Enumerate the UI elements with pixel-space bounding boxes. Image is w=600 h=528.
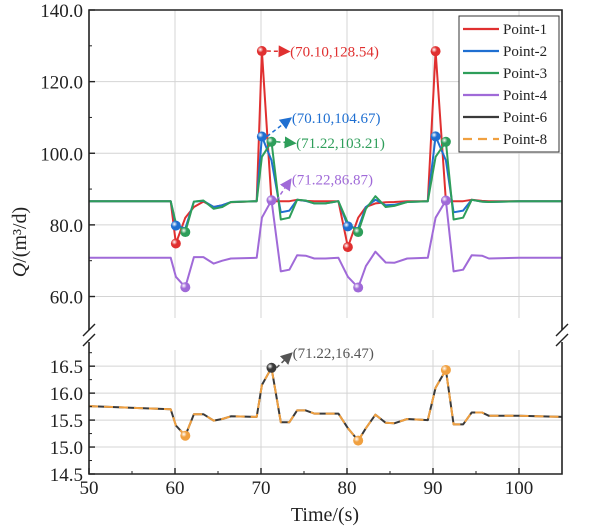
legend-label: Point-2 — [503, 44, 547, 60]
y-tick-label: 16.5 — [50, 357, 83, 378]
axis-break-mark — [555, 333, 569, 347]
markers — [170, 46, 451, 446]
annotation-label: (70.10,104.67) — [292, 111, 381, 127]
annotation-arrow — [266, 45, 291, 58]
lower-axis-frame — [88, 342, 563, 475]
upper-axis-frame — [88, 9, 563, 330]
y-tick-label: 16.0 — [50, 384, 83, 405]
annotation-arrow — [276, 136, 297, 149]
x-axis-label: Time/(s) — [291, 504, 359, 526]
series-line-point-8 — [88, 366, 563, 442]
y-tick-label: 100.0 — [40, 144, 83, 165]
data-marker — [256, 131, 267, 142]
data-marker — [353, 227, 364, 238]
legend-label: Point-8 — [503, 132, 547, 148]
data-marker — [266, 195, 277, 206]
data-marker — [430, 131, 441, 142]
annotation-arrow — [266, 117, 293, 138]
axis-break-mark — [82, 333, 96, 347]
annotation-label: (71.22,103.21) — [296, 136, 385, 152]
legend: Point-1 Point-2 Point-3 Point-4 Point-6 Point… — [458, 15, 560, 153]
y-tick-label: 60.0 — [50, 288, 83, 309]
axis-break-mark — [82, 323, 96, 337]
legend-label: Point-6 — [503, 110, 548, 126]
data-marker — [180, 227, 191, 238]
y-tick-label: 15.0 — [50, 438, 83, 459]
annotation-arrow — [275, 352, 293, 369]
series-line-point-4 — [89, 199, 562, 289]
data-marker — [266, 362, 277, 373]
x-tick-label: 50 — [80, 478, 99, 499]
axes: 50 60 70 80 90 100 60.0 80.0 100.0 120.0 140.0 14.5… — [40, 1, 569, 499]
data-marker — [342, 221, 353, 232]
series-lines — [88, 50, 563, 442]
y-tick-label: 140.0 — [40, 1, 83, 22]
y-tick-label: 15.5 — [50, 411, 83, 432]
axis-break-mark — [555, 323, 569, 337]
x-tick-label: 80 — [338, 478, 357, 499]
legend-label: Point-1 — [503, 22, 547, 38]
data-marker — [170, 238, 181, 249]
data-marker — [342, 242, 353, 253]
x-tick-label: 90 — [424, 478, 443, 499]
x-tick-label: 70 — [252, 478, 271, 499]
data-marker — [353, 282, 364, 293]
x-tick-label: 60 — [166, 478, 185, 499]
y-tick-label: 14.5 — [50, 465, 83, 486]
legend-label: Point-4 — [503, 88, 548, 104]
data-marker — [440, 136, 451, 147]
series-line-point-6 — [88, 366, 563, 442]
series-line-point-3 — [89, 140, 562, 233]
y-tick-label: 80.0 — [50, 216, 83, 237]
x-tick-label: 100 — [505, 478, 534, 499]
data-marker — [353, 435, 364, 446]
y-axis-label: Q/(m³/d) — [9, 207, 31, 277]
data-marker — [170, 220, 181, 231]
data-marker — [180, 282, 191, 293]
data-marker — [440, 364, 451, 375]
annotation-label: (71.22,16.47) — [293, 346, 374, 362]
annotations: (70.10,128.54) (70.10,104.67) (71.22,103.2… — [266, 45, 385, 369]
legend-box — [458, 15, 560, 153]
data-marker — [256, 46, 267, 57]
legend-label: Point-3 — [503, 66, 547, 82]
data-marker — [430, 46, 441, 57]
data-marker — [266, 136, 277, 147]
annotation-arrow — [275, 178, 292, 201]
data-marker — [440, 195, 451, 206]
annotation-label: (70.10,128.54) — [290, 45, 379, 61]
data-marker — [180, 430, 191, 441]
y-tick-label: 120.0 — [40, 73, 83, 94]
annotation-label: (71.22,86.87) — [292, 172, 373, 188]
